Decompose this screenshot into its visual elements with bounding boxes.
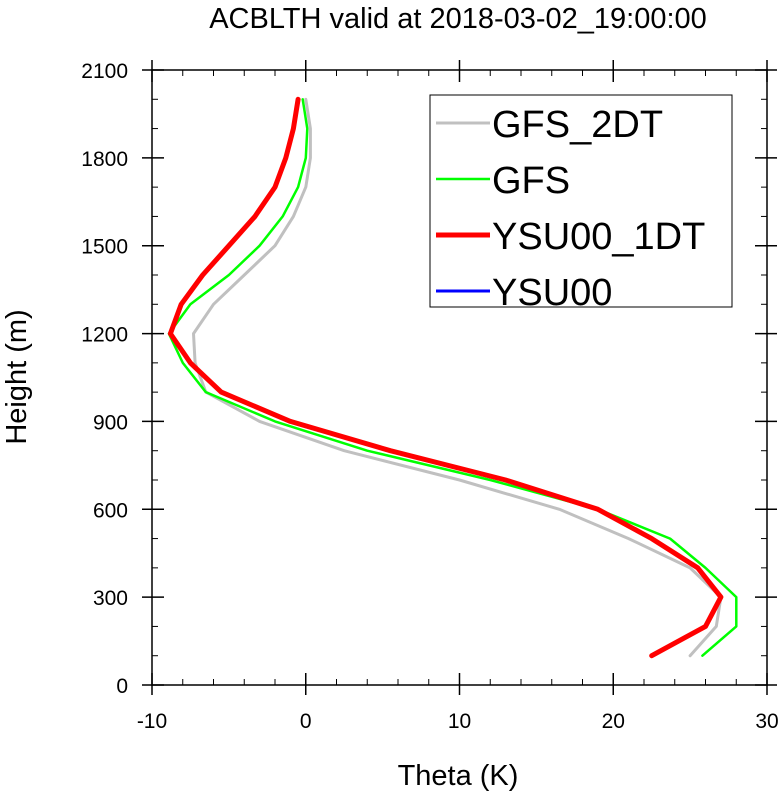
series-line-ysu00-1dt	[167, 96, 724, 659]
legend-label: GFS_2DT	[492, 104, 663, 146]
x-tick-labels: -10 0 10 20 30	[137, 710, 779, 733]
legend-label: YSU00	[492, 272, 612, 314]
y-tick-label: 1200	[81, 324, 128, 347]
series-line-gfs-2dt	[192, 97, 723, 658]
y-tick-label: 1800	[81, 148, 128, 171]
y-tick-label: 900	[93, 411, 128, 434]
x-tick-label: 10	[448, 710, 471, 733]
series-lines	[167, 96, 738, 659]
series-line-gfs	[167, 98, 738, 657]
legend: GFS_2DT GFS YSU00_1DT YSU00	[429, 94, 733, 314]
y-axis-title: Height (m)	[1, 309, 33, 444]
plot-area: -10 0 10 20 30 0 300 600 900 1200 1500 1800 2100	[81, 60, 779, 733]
minor-ticks	[152, 70, 767, 685]
legend-label: GFS	[492, 160, 570, 202]
y-tick-label: 0	[116, 675, 128, 698]
chart-title: ACBLTH valid at 2018-03-02_19:00:00	[209, 3, 707, 35]
y-tick-label: 300	[93, 587, 128, 610]
legend-label: YSU00_1DT	[492, 216, 705, 258]
major-ticks	[142, 60, 777, 695]
x-tick-label: -10	[137, 710, 167, 733]
legend-items: GFS_2DT GFS YSU00_1DT YSU00	[436, 104, 705, 314]
legend-box	[429, 94, 733, 308]
y-tick-labels: 0 300 600 900 1200 1500 1800 2100	[81, 60, 128, 698]
x-tick-label: 20	[602, 710, 625, 733]
x-tick-label: 30	[755, 710, 778, 733]
x-tick-label: 0	[300, 710, 312, 733]
y-tick-label: 600	[93, 499, 128, 522]
y-tick-label: 2100	[81, 60, 128, 83]
x-axis-title: Theta (K)	[398, 760, 519, 792]
y-tick-label: 1500	[81, 236, 128, 259]
